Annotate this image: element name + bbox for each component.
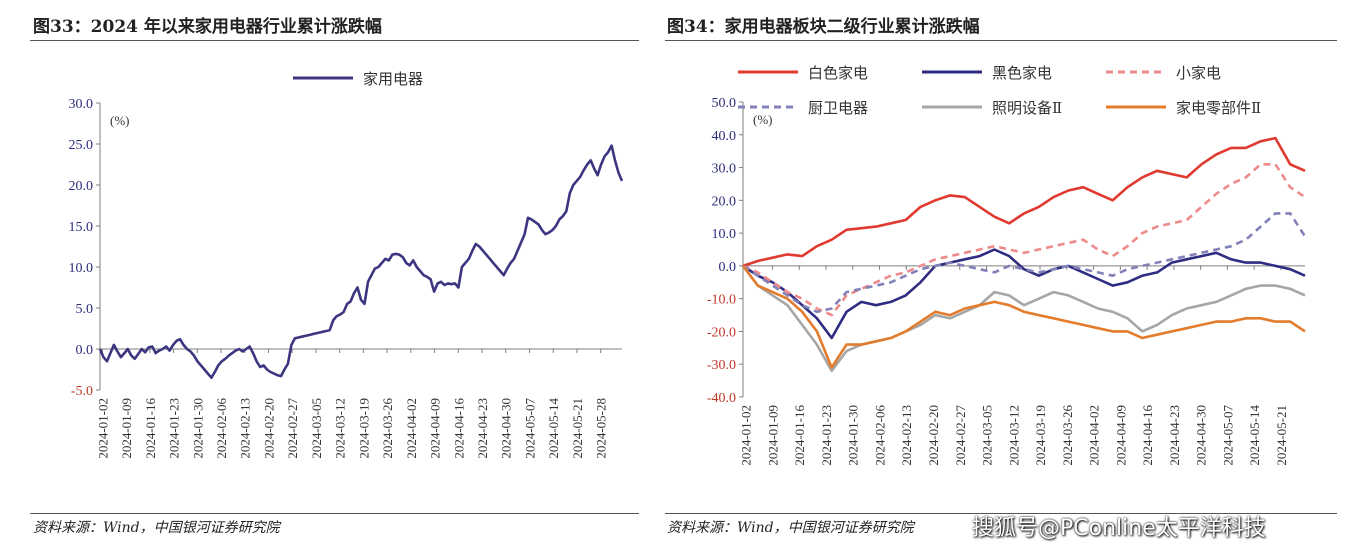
source-rule-right <box>665 513 1337 514</box>
y-tick-label: -10.0 <box>707 293 736 308</box>
x-tick-label: 2024-04-02 <box>1087 405 1102 466</box>
x-tick-label: 2024-02-20 <box>926 405 941 466</box>
series-line <box>741 265 1306 369</box>
series-line <box>742 163 1306 317</box>
x-tick-label: 2024-04-16 <box>1140 405 1155 466</box>
x-tick-label: 2024-01-23 <box>167 398 182 459</box>
x-tick-label: 2024-02-13 <box>899 405 914 466</box>
x-tick-label: 2024-05-14 <box>546 398 561 459</box>
x-tick-label: 2024-04-09 <box>1113 405 1128 466</box>
legend-label: 厨卫电器 <box>808 100 868 117</box>
series-line <box>742 248 1306 340</box>
legend-label: 小家电 <box>1176 65 1221 82</box>
x-tick-label: 2024-02-06 <box>872 405 887 466</box>
legend-label: 家电零部件Ⅱ <box>1176 100 1261 117</box>
y-tick-label: 10.0 <box>712 227 737 242</box>
y-tick-label: 0.0 <box>719 260 737 275</box>
y-tick-label: 0.0 <box>76 343 94 358</box>
x-tick-label: 2024-05-21 <box>1274 405 1289 466</box>
x-tick-label: 2024-02-27 <box>953 405 968 466</box>
x-tick-label: 2024-01-09 <box>765 405 780 466</box>
x-tick-label: 2024-03-05 <box>980 405 995 466</box>
x-tick-label: 2024-01-09 <box>119 398 134 459</box>
y-unit-label: (%) <box>110 113 130 128</box>
x-tick-label: 2024-02-20 <box>261 398 276 459</box>
y-tick-label: -30.0 <box>707 358 736 373</box>
x-tick-label: 2024-04-09 <box>428 398 443 459</box>
x-tick-label: 2024-03-19 <box>356 398 371 459</box>
x-tick-label: 2024-03-26 <box>1060 405 1075 466</box>
series-line <box>742 136 1306 268</box>
y-tick-label: -40.0 <box>707 391 736 406</box>
x-tick-label: 2024-05-07 <box>522 398 537 459</box>
series-line <box>741 265 1306 373</box>
source-note-right: 资料来源：Wind，中国银河证券研究院 <box>667 520 914 536</box>
x-tick-label: 2024-03-12 <box>1006 405 1021 466</box>
x-tick-label: 2024-01-30 <box>846 405 861 466</box>
x-tick-label: 2024-04-30 <box>499 398 514 459</box>
x-tick-label: 2024-04-30 <box>1194 405 1209 466</box>
x-tick-label: 2024-04-23 <box>1167 405 1182 466</box>
x-tick-label: 2024-01-02 <box>95 398 110 459</box>
y-tick-label: 30.0 <box>69 97 94 112</box>
x-tick-label: 2024-05-14 <box>1247 405 1262 466</box>
x-tick-label: 2024-05-07 <box>1220 405 1235 466</box>
y-tick-label: 10.0 <box>69 261 94 276</box>
legend-label: 黑色家电 <box>992 65 1052 82</box>
x-tick-label: 2024-04-16 <box>451 398 466 459</box>
x-tick-label: 2024-03-26 <box>380 398 395 459</box>
x-tick-label: 2024-02-27 <box>285 398 300 459</box>
x-tick-label: 2024-04-02 <box>404 398 419 459</box>
legend-label: 照明设备Ⅱ <box>992 100 1062 117</box>
chart-right: 50.0 40.0 30.0 20.0 10.0 0.0 -10.0 -20.0 -30.0 -4… <box>707 65 1307 466</box>
x-tick-label: 2024-01-30 <box>190 398 205 459</box>
x-tick-label: 2024-03-05 <box>309 398 324 459</box>
y-tick-label: 30.0 <box>712 162 737 177</box>
x-tick-label: 2024-05-28 <box>594 398 609 459</box>
chart-left: 30.0 25.0 20.0 15.0 10.0 5.0 0.0 -5.0 (%) 2024-01… <box>69 71 624 459</box>
chart-title-left: 图33：2024 年以来家用电器行业累计涨跌幅 <box>33 17 382 37</box>
series-line <box>98 144 624 380</box>
y-tick-label: 25.0 <box>69 138 94 153</box>
legend-label: 家用电器 <box>363 71 423 88</box>
y-tick-label: 5.0 <box>76 302 94 317</box>
x-tick-label: 2024-01-16 <box>792 405 807 466</box>
x-tick-label: 2024-03-12 <box>333 398 348 459</box>
chart-title-right: 图34：家用电器板块二级行业累计涨跌幅 <box>667 17 980 37</box>
y-tick-label: 15.0 <box>69 220 94 235</box>
x-tick-label: 2024-02-06 <box>214 398 229 459</box>
y-tick-label: -20.0 <box>707 325 736 340</box>
y-unit-label: (%) <box>753 112 773 127</box>
source-rule-left <box>30 513 639 514</box>
y-tick-label: 20.0 <box>69 179 94 194</box>
x-tick-label: 2024-04-23 <box>475 398 490 459</box>
y-tick-label: 20.0 <box>712 194 737 209</box>
watermark: 搜狐号@PConline太平洋科技 <box>972 516 1266 541</box>
y-tick-label: -5.0 <box>71 384 93 399</box>
x-tick-label: 2024-03-19 <box>1033 405 1048 466</box>
series-line <box>742 212 1307 314</box>
source-note-left: 资料来源：Wind，中国银河证券研究院 <box>33 520 280 536</box>
x-tick-label: 2024-01-16 <box>143 398 158 459</box>
x-tick-label: 2024-01-23 <box>819 405 834 466</box>
title-rule-left <box>30 40 639 41</box>
y-tick-label: 40.0 <box>712 129 737 144</box>
x-tick-label: 2024-02-13 <box>238 398 253 459</box>
legend-label: 白色家电 <box>808 65 868 82</box>
x-tick-label: 2024-05-21 <box>570 398 585 459</box>
title-rule-right <box>665 40 1337 41</box>
x-tick-label: 2024-01-02 <box>739 405 754 466</box>
y-tick-label: 50.0 <box>712 96 737 111</box>
